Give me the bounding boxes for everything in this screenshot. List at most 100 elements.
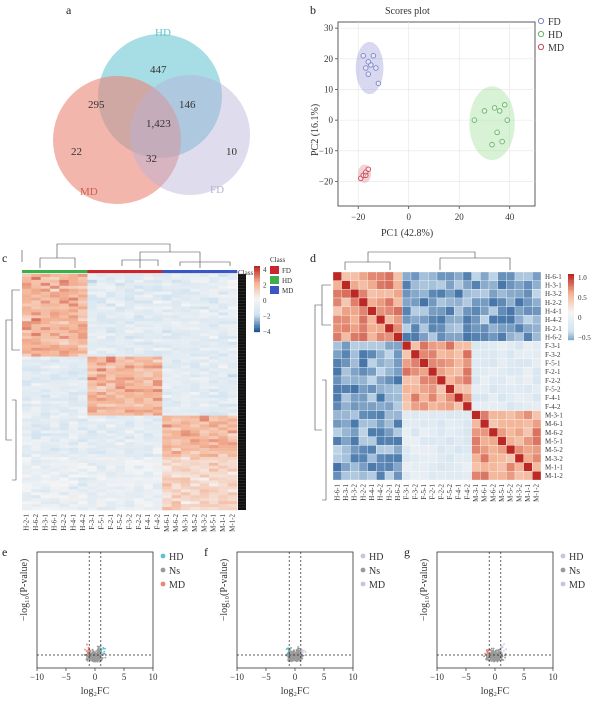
heatmap-d-cell (358, 271, 368, 281)
heatmap-c-cell (68, 486, 79, 490)
heatmap-c-cell (208, 306, 219, 310)
heatmap-c-cell (218, 459, 228, 464)
dendrogram-c-top-branch (21, 250, 231, 266)
heatmap-d-cell (367, 436, 377, 446)
venn-count-hd-only: 447 (150, 64, 167, 76)
heatmap-d-cell (497, 280, 507, 290)
heatmap-c-cell (31, 377, 41, 381)
heatmap-d-cell (506, 401, 516, 411)
heatmap-d-cell (332, 436, 342, 446)
heatmap-c-cell (22, 389, 32, 393)
heatmap-d-cell (402, 419, 412, 429)
volcano-point (86, 657, 88, 660)
heatmap-c-cell (208, 477, 219, 481)
heatmap-c-cell (96, 330, 107, 334)
heatmap-c-cell (208, 448, 219, 452)
heatmap-d-cell (471, 375, 481, 385)
heatmap-c-cell (22, 285, 32, 290)
heatmap-c-cell (96, 324, 107, 328)
heatmap-c-cell (106, 436, 116, 440)
heatmap-d-cell (358, 375, 368, 385)
heatmap-c-cell (180, 400, 191, 405)
heatmap-c-cell (115, 415, 126, 419)
heatmap-d-cell (506, 358, 516, 368)
heatmap-d-cell (428, 445, 438, 455)
heatmap-c-cell (124, 392, 135, 396)
heatmap-c-cell (227, 300, 238, 304)
heatmap-c-cell (143, 344, 154, 349)
heatmap-c-cell (78, 471, 88, 475)
heatmap-d-cell (393, 436, 403, 446)
heatmap-c-colorbar: 420−2−4 (254, 266, 271, 336)
colorbar-c-step (254, 266, 260, 269)
heatmap-c-cell (180, 335, 191, 340)
heatmap-c-cell (106, 498, 116, 502)
heatmap-d-cell (454, 341, 464, 351)
heatmap-d-cell (488, 323, 498, 333)
heatmap-d-cell (532, 332, 542, 342)
heatmap-c-cell (124, 406, 135, 410)
heatmap-c-cell (106, 504, 116, 508)
heatmap-d-col-label: F-2-1 (429, 484, 437, 500)
heatmap-c-cell (50, 306, 60, 310)
panel-letter-g: g (404, 545, 410, 559)
heatmap-c-cell (143, 330, 154, 334)
heatmap-c-cell (31, 439, 41, 443)
heatmap-c-cell (40, 359, 51, 363)
heatmap-c-cell (59, 312, 70, 316)
heatmap-c-cell (134, 504, 144, 508)
heatmap-c-cell (68, 368, 79, 372)
heatmap-d-cell (462, 453, 472, 463)
heatmap-c-cell (124, 394, 135, 399)
heatmap-c-cell (190, 400, 200, 405)
heatmap-c-cell (50, 474, 60, 478)
heatmap-c-cell (162, 306, 172, 310)
heatmap-c-cell (208, 451, 219, 455)
heatmap-d-cell (454, 375, 464, 385)
heatmap-c-cell (227, 291, 238, 295)
heatmap-c-cell (208, 415, 219, 419)
heatmap-c-cell (171, 327, 182, 331)
heatmap-c-cell (31, 412, 41, 416)
heatmap-c-cell (218, 421, 228, 425)
heatmap-c-cell (87, 486, 98, 490)
heatmap-d-cell (471, 419, 481, 429)
heatmap-c-col-label: M-5-1 (210, 514, 218, 532)
heatmap-c-cell (124, 501, 135, 505)
heatmap-d-cell (410, 280, 420, 290)
heatmap-d-cell (410, 453, 420, 463)
heatmap-c-cell (180, 415, 191, 419)
heatmap-c-cell (190, 347, 200, 351)
volcano-xtick-label: 5 (122, 672, 127, 682)
heatmap-c-cell (180, 353, 191, 357)
heatmap-d-cell (393, 462, 403, 472)
heatmap-d-cell (436, 367, 446, 377)
heatmap-c-cell (59, 392, 70, 396)
heatmap-c-cell (59, 462, 70, 467)
heatmap-c-cell (22, 362, 32, 366)
heatmap-c-cell (96, 359, 107, 363)
heatmap-c-cell (218, 303, 228, 307)
heatmap-c-cell (171, 486, 182, 490)
volcano-point (97, 657, 100, 660)
heatmap-d-cell (445, 393, 455, 403)
heatmap-c-cell (40, 327, 51, 331)
heatmap-c-cell (152, 350, 163, 354)
heatmap-c-cell (115, 436, 126, 440)
heatmap-c-cell (143, 403, 154, 408)
heatmap-d-cell (454, 315, 464, 325)
heatmap-d-cell (332, 289, 342, 299)
heatmap-c-cell (134, 507, 144, 511)
class-bar-cell (87, 270, 98, 274)
heatmap-c-cell (50, 459, 60, 464)
heatmap-c-cell (78, 394, 88, 399)
heatmap-d-cell (376, 289, 386, 299)
heatmap-c-cell (68, 427, 79, 431)
pca-legend: FD HD MD (537, 17, 564, 54)
heatmap-d-cell (341, 323, 351, 333)
heatmap-d-cell (523, 462, 533, 472)
heatmap-c-cell (162, 285, 172, 290)
heatmap-c-cell (227, 327, 238, 331)
colorbar-d-step (568, 329, 574, 332)
heatmap-c-cell (208, 383, 219, 387)
